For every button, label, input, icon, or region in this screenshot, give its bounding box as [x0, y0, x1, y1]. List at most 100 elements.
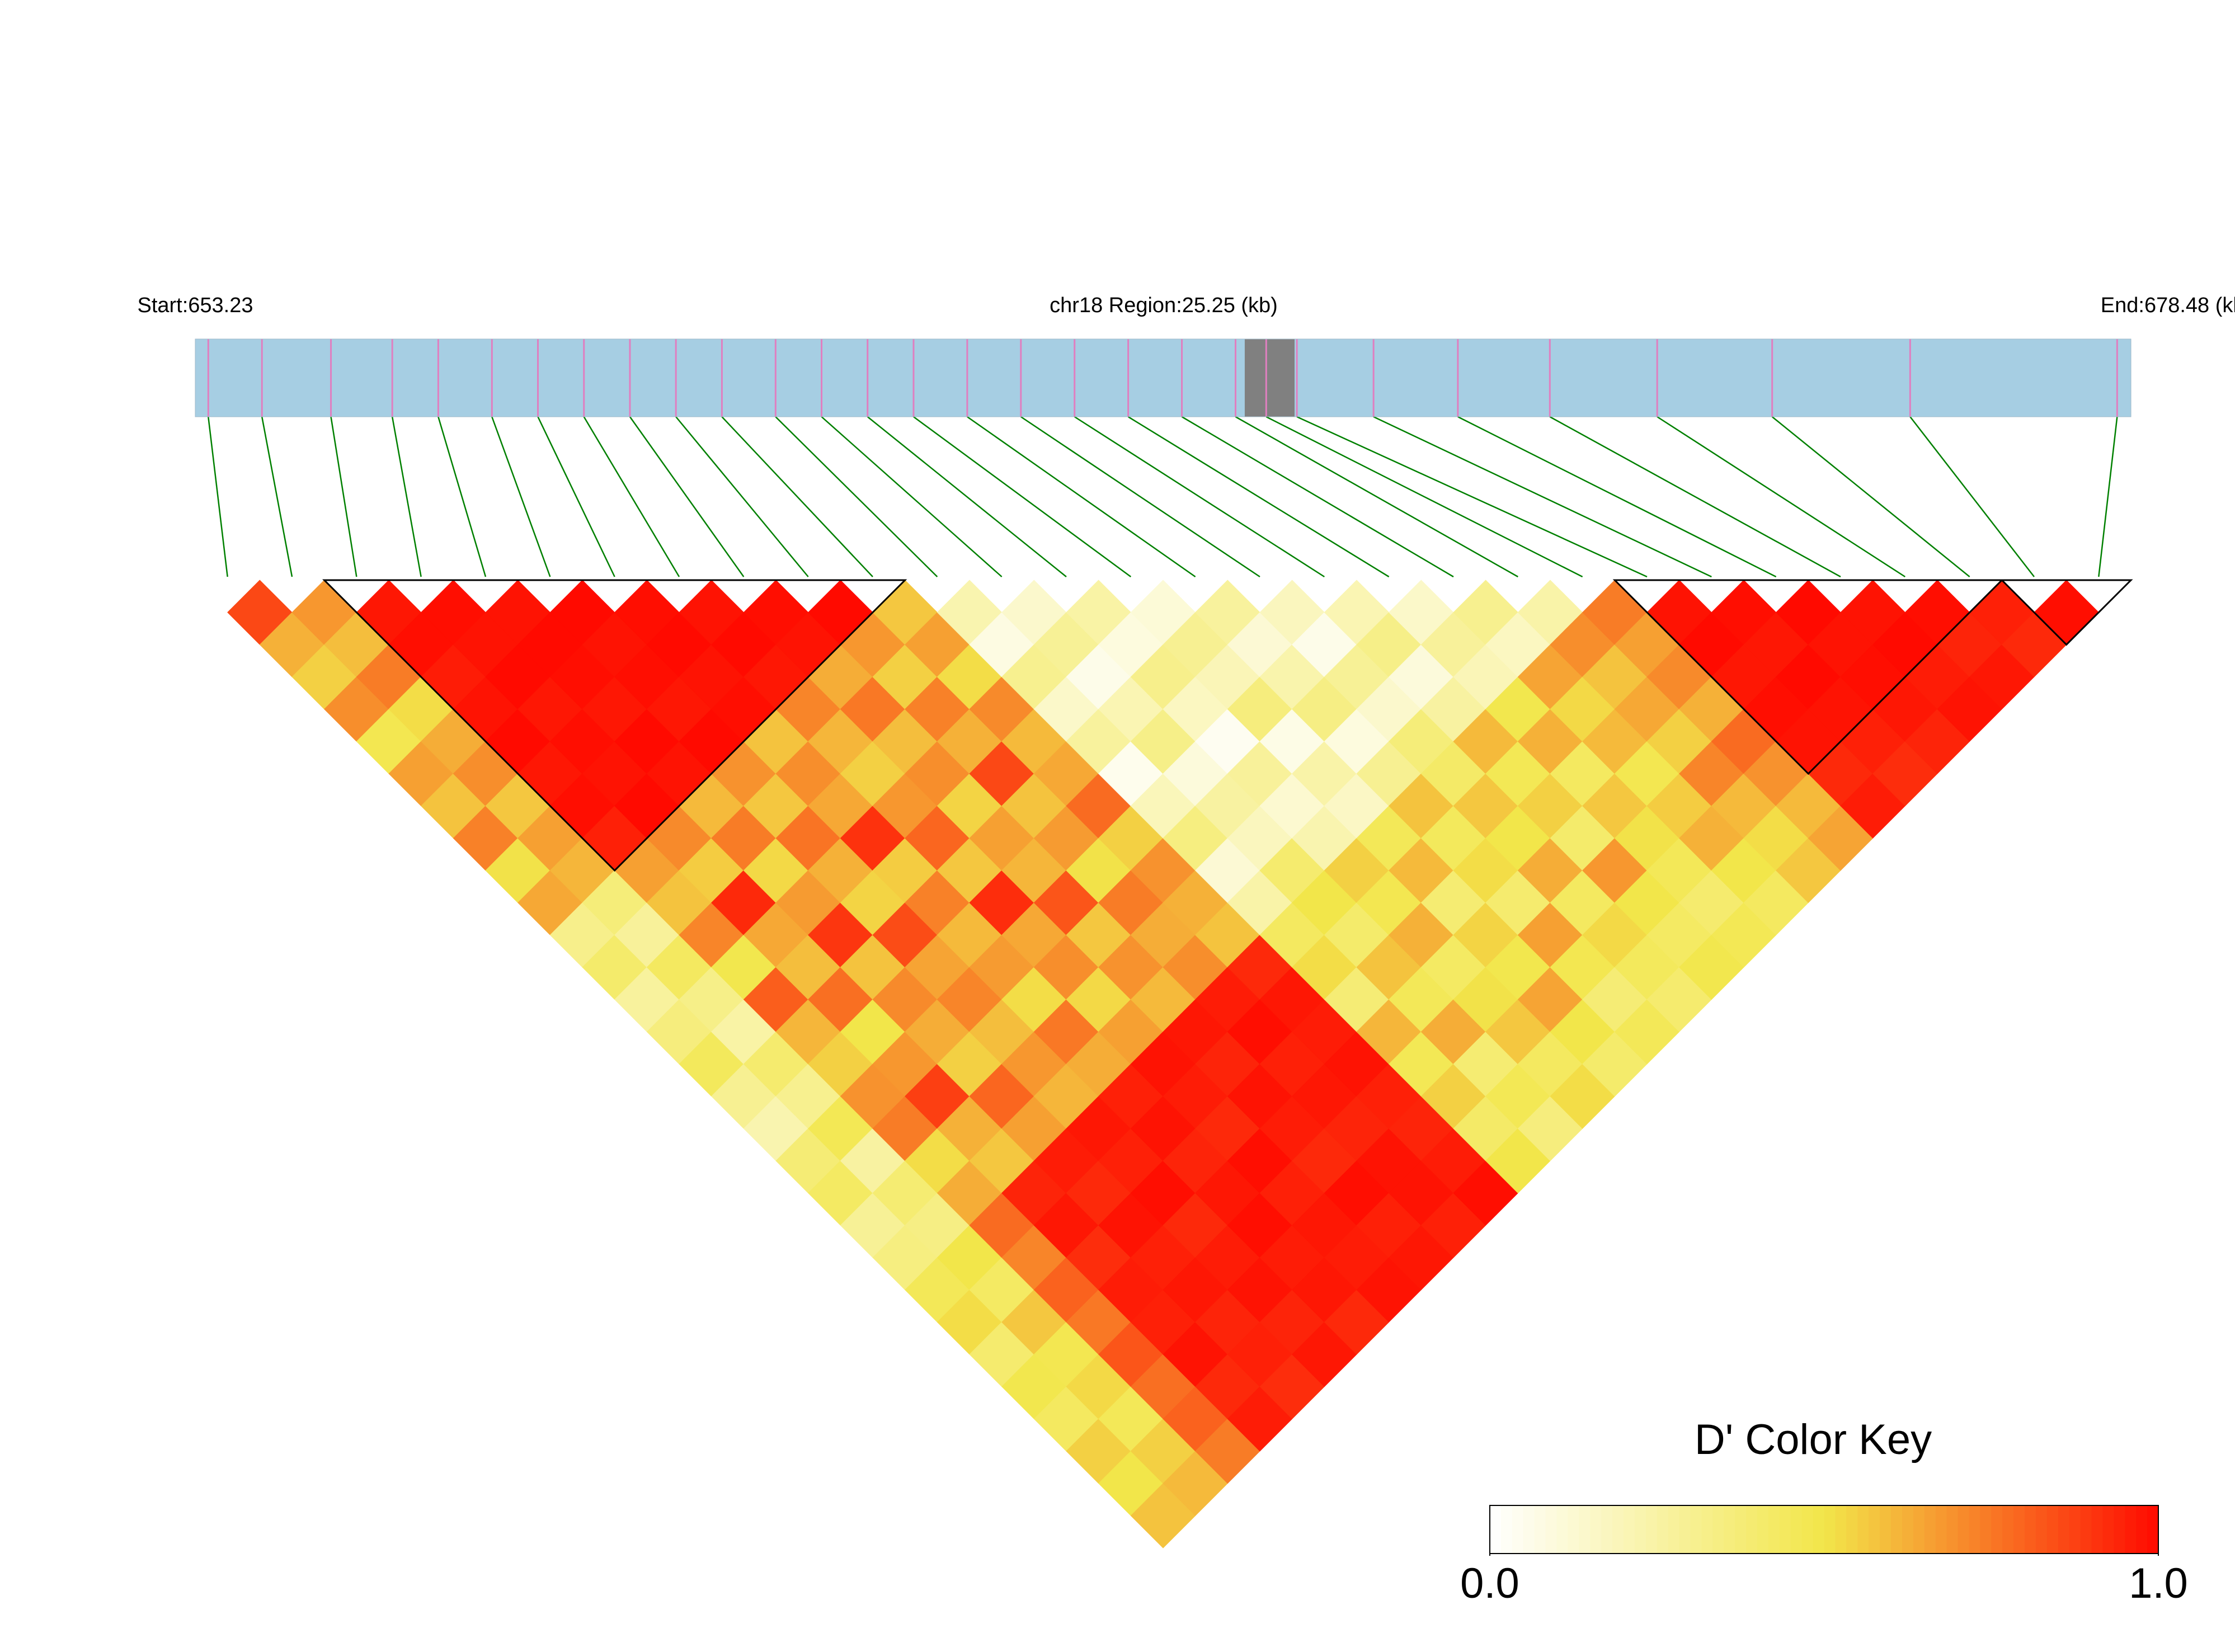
snp-connector [1549, 416, 1841, 578]
snp-connector [1020, 416, 1260, 578]
color-key-swatch [1991, 1505, 2003, 1554]
snp-connector [629, 416, 745, 577]
color-key-swatch [1612, 1505, 1624, 1554]
color-key-swatch [1835, 1505, 1847, 1554]
color-key-swatch [1746, 1505, 1758, 1554]
color-key-swatch [1624, 1505, 1635, 1554]
color-key-swatch [1768, 1505, 1780, 1554]
region-label: chr18 Region:25.25 (kb) [1050, 294, 1278, 317]
snp-connector [1657, 416, 1906, 578]
color-key-swatch [1857, 1505, 1869, 1554]
ld-block [1999, 579, 2133, 646]
color-key-swatch [1724, 1505, 1735, 1554]
color-key-swatch [2091, 1505, 2103, 1554]
snp-connector [867, 416, 1067, 577]
snp-connector [261, 416, 293, 577]
color-key-swatch [1946, 1505, 1958, 1554]
color-key-swatch [1512, 1505, 1524, 1554]
snp-connector [1127, 416, 1390, 578]
snp-connector [208, 416, 228, 577]
color-key-frame [1489, 1505, 2159, 1554]
snp-connector [2098, 416, 2118, 577]
snp-connector [437, 416, 487, 577]
region-bar [195, 339, 2131, 417]
color-key-swatch [1891, 1505, 1903, 1554]
snp-connector [775, 416, 938, 577]
color-key-swatch [1980, 1505, 1992, 1554]
color-key-swatch [1779, 1505, 1791, 1554]
snp-connector [537, 416, 615, 577]
region-bar-frame [195, 338, 2132, 417]
color-key-swatch [1801, 1505, 1814, 1554]
color-key-swatch [1679, 1505, 1691, 1554]
color-key-swatch [1645, 1505, 1658, 1554]
color-key-swatch [1790, 1505, 1803, 1554]
snp-connector [491, 416, 551, 577]
ld-block [322, 579, 907, 872]
color-key-swatch [1924, 1505, 1936, 1554]
snp-connector [1457, 416, 1777, 578]
color-key-swatch [1869, 1505, 1880, 1554]
color-key-swatch [1545, 1505, 1557, 1554]
color-key-swatch [1634, 1505, 1646, 1554]
end-label: End:678.48 (kb) [2101, 294, 2235, 317]
color-key-title: D' Color Key [1695, 1416, 1932, 1463]
snp-connector [721, 416, 873, 577]
snp-connector [1265, 416, 1583, 578]
color-key-swatch [2013, 1505, 2025, 1554]
color-key-swatch [1969, 1505, 1980, 1554]
snp-connector [330, 416, 357, 577]
snp-connector [1373, 416, 1712, 578]
snp-connector [391, 416, 422, 577]
snp-connector [821, 416, 1003, 577]
snp-connector [1771, 416, 1970, 577]
color-key-swatch [2058, 1505, 2070, 1554]
snp-connector [1074, 416, 1325, 578]
color-key-swatch [2147, 1505, 2159, 1554]
color-key-swatch [2114, 1505, 2125, 1554]
snp-connector [1235, 416, 1518, 578]
color-key-swatch [2102, 1505, 2114, 1554]
color-key-swatch [1757, 1505, 1769, 1554]
color-key-swatch [1590, 1505, 1602, 1554]
color-key-swatch [1701, 1505, 1713, 1554]
color-key-tick-label: 0.0 [1460, 1560, 1519, 1607]
color-key-swatch [2136, 1505, 2148, 1554]
color-key-swatch [1935, 1505, 1947, 1554]
snp-connector [583, 416, 680, 577]
color-key-swatch [1657, 1505, 1669, 1554]
color-key-swatch [1568, 1505, 1579, 1554]
color-key-swatch [1813, 1505, 1824, 1554]
snp-connector [1296, 416, 1648, 578]
color-key-swatch [1846, 1505, 1858, 1554]
color-key-swatch [2046, 1505, 2059, 1554]
color-key-swatch [2025, 1505, 2036, 1554]
snp-connector [967, 416, 1196, 578]
start-label: Start:653.23 [137, 294, 253, 317]
color-key-swatch [1824, 1505, 1836, 1554]
color-key-swatch [1579, 1505, 1591, 1554]
color-key-swatch [1690, 1505, 1702, 1554]
color-key-swatch [2080, 1505, 2092, 1554]
color-key-swatch [1735, 1505, 1747, 1554]
color-key-swatch [2125, 1505, 2137, 1554]
color-key-swatch [1523, 1505, 1535, 1554]
color-key-swatch [1500, 1505, 1513, 1554]
color-key-swatch [1913, 1505, 1925, 1554]
color-key-swatch [2035, 1505, 2048, 1554]
color-key-swatch [2002, 1505, 2014, 1554]
highlight-region [1244, 339, 1295, 417]
color-key-swatch [1556, 1505, 1568, 1554]
color-key-swatch [2069, 1505, 2081, 1554]
snp-connector [675, 416, 809, 577]
color-key-swatch [1880, 1505, 1891, 1554]
color-key-swatch [1958, 1505, 1969, 1554]
color-key-tick-label: 1.0 [2129, 1560, 2188, 1607]
color-key-swatch [1902, 1505, 1914, 1554]
color-key-swatch [1490, 1505, 1502, 1554]
snp-connector [913, 416, 1132, 578]
color-key-swatch [1534, 1505, 1546, 1554]
color-key-swatch [1601, 1505, 1613, 1554]
